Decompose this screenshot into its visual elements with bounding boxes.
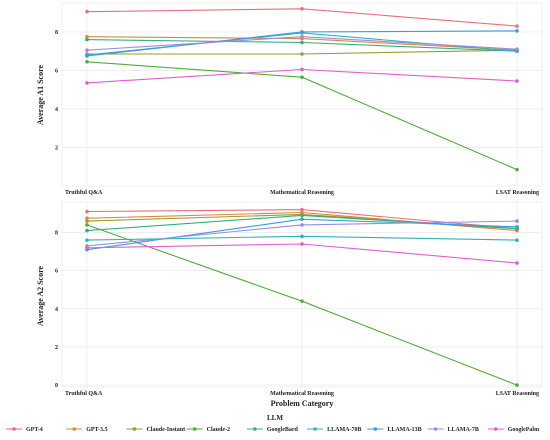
- point-googlebard-a1: [300, 40, 304, 45]
- legend-label-gpt-3-5: GPT-3.5: [86, 427, 107, 433]
- series-layer-a2: [85, 207, 519, 387]
- point-llama-70b-a2: [300, 234, 304, 239]
- point-googlepalm-a2: [85, 245, 89, 250]
- point-llama-7b-a2: [515, 219, 519, 223]
- y-tick-label-a2: 0: [55, 383, 58, 389]
- legend-title: LLM: [267, 414, 283, 422]
- legend-label-gpt-4: GPT-4: [26, 427, 43, 433]
- legend-item-gpt-3-5: GPT-3.5: [66, 427, 108, 433]
- point-gpt-4-a2: [300, 207, 304, 212]
- legend-item-googlepalm: GooglePalm: [487, 427, 539, 433]
- y-tick-label-a2: 6: [55, 269, 58, 275]
- point-llama-70b-a2: [85, 238, 89, 242]
- y-tick-labels-a1: 2 4 6 8: [55, 30, 58, 152]
- legend-swatch-point-googlebard: [253, 427, 257, 431]
- point-claude-2-a2: [515, 383, 519, 387]
- point-googlepalm-a1: [300, 67, 304, 72]
- panel-a2: 0 2 4 6 8 Truthful Q&A Mathematical Reasoning…: [36, 201, 543, 408]
- legend-label-llama-70b: LLAMA-70B: [327, 427, 361, 433]
- point-gpt-4-a2: [85, 209, 89, 214]
- legend-label-llama-7b: LLAMA-7B: [448, 427, 479, 433]
- legend-swatch-point-googlepalm: [493, 427, 498, 431]
- point-llama-7b-a1: [300, 34, 304, 39]
- point-llama-13b-a2: [515, 224, 519, 229]
- series-layer-a1: [85, 6, 519, 172]
- point-claude-2-a1: [300, 75, 304, 79]
- x-tick-label-a2: LSAT Reasoning: [496, 391, 539, 397]
- point-claude-2-a1: [85, 59, 89, 64]
- y-axis-label-a1: Average A1 Score: [36, 64, 45, 125]
- x-tick-label-a2: Mathematical Reasoning: [270, 391, 334, 397]
- point-googlepalm-a2: [300, 242, 304, 246]
- legend-swatch-point-gpt-4: [12, 427, 16, 431]
- legend-swatch-point-llama-13b: [373, 427, 378, 431]
- y-tick-label-a1: 6: [55, 68, 58, 74]
- point-claude-2-a2: [85, 223, 89, 227]
- x-tick-label-a2: Truthful Q&A: [65, 391, 103, 397]
- point-llama-13b-a2: [300, 217, 304, 221]
- legend-item-llama-70b: LLAMA-70B: [307, 427, 361, 433]
- point-googlepalm-a1: [85, 81, 89, 85]
- point-llama-13b-a1: [300, 30, 304, 34]
- y-tick-label-a2: 2: [55, 345, 58, 351]
- panel-a1: 2 4 6 8 Truthful Q&A Mathematical Reasoning L…: [36, 2, 543, 196]
- legend-label-claude-instant: Claude-Instant: [146, 427, 185, 433]
- y-tick-labels-a2: 0 2 4 6 8: [55, 231, 58, 390]
- point-googlebard-a1: [85, 37, 89, 42]
- point-llama-70b-a2: [515, 238, 519, 242]
- x-tick-labels-a1: Truthful Q&A Mathematical Reasoning LSAT R…: [65, 190, 539, 196]
- point-llama-7b-a1: [85, 48, 89, 52]
- legend-label-googlebard: GoogleBard: [267, 427, 299, 433]
- x-tick-label-a1: Truthful Q&A: [65, 190, 103, 196]
- legend: LLM GPT-4 GPT-3.5 Claude-Instant Claude-2 Go…: [6, 414, 539, 433]
- y-tick-label-a1: 2: [55, 145, 58, 151]
- legend-label-llama-13b: LLAMA-13B: [387, 427, 421, 433]
- legend-item-llama-13b: LLAMA-13B: [367, 427, 422, 433]
- legend-swatch-point-llama-70b: [313, 427, 317, 431]
- point-gpt-3-5-a2: [85, 216, 89, 221]
- point-gpt-4-a1: [85, 9, 89, 14]
- point-googlebard-a2: [300, 213, 304, 218]
- x-tick-label-a1: LSAT Reasoning: [496, 190, 539, 196]
- point-gpt-4-a1: [515, 24, 519, 28]
- legend-item-googlebard: GoogleBard: [246, 427, 299, 433]
- legend-item-claude-2: Claude-2: [186, 427, 230, 433]
- legend-items: GPT-4 GPT-3.5 Claude-Instant Claude-2 Google…: [6, 427, 539, 433]
- point-gpt-3-5-a1: [85, 34, 89, 39]
- x-tick-labels-a2: Truthful Q&A Mathematical Reasoning LSAT R…: [65, 391, 539, 397]
- legend-label-claude-2: Claude-2: [207, 427, 230, 433]
- y-tick-label-a1: 4: [55, 107, 58, 113]
- grid-a2: [62, 202, 542, 387]
- x-tick-label-a1: Mathematical Reasoning: [270, 190, 334, 196]
- point-gpt-4-a1: [300, 6, 304, 11]
- point-claude-2-a1: [515, 167, 519, 172]
- point-claude-instant-a1: [300, 52, 304, 56]
- point-llama-13b-a1: [515, 29, 519, 33]
- y-tick-label-a2: 4: [55, 307, 58, 313]
- legend-swatch-point-gpt-3-5: [72, 427, 77, 431]
- y-tick-label-a2: 8: [55, 231, 58, 237]
- legend-swatch-point-llama-7b: [433, 427, 438, 431]
- point-llama-7b-a2: [300, 223, 304, 227]
- legend-label-googlepalm: GooglePalm: [508, 427, 539, 433]
- point-claude-instant-a2: [85, 219, 89, 223]
- y-axis-label-a2: Average A2 Score: [36, 265, 45, 326]
- point-llama-7b-a1: [515, 47, 519, 52]
- legend-item-claude-instant: Claude-Instant: [126, 427, 185, 433]
- point-googlepalm-a1: [515, 79, 519, 83]
- legend-swatch-point-claude-instant: [132, 427, 137, 431]
- legend-swatch-point-claude-2: [192, 427, 197, 431]
- point-claude-2-a2: [300, 299, 304, 303]
- legend-item-llama-7b: LLAMA-7B: [427, 427, 479, 433]
- legend-item-gpt-4: GPT-4: [6, 427, 43, 433]
- point-llama-13b-a1: [85, 54, 89, 58]
- point-googlepalm-a2: [515, 261, 519, 265]
- grid-a1: [62, 3, 542, 186]
- point-googlebard-a2: [85, 228, 89, 233]
- y-tick-label-a1: 8: [55, 30, 58, 36]
- x-axis-label: Problem Category: [271, 399, 334, 408]
